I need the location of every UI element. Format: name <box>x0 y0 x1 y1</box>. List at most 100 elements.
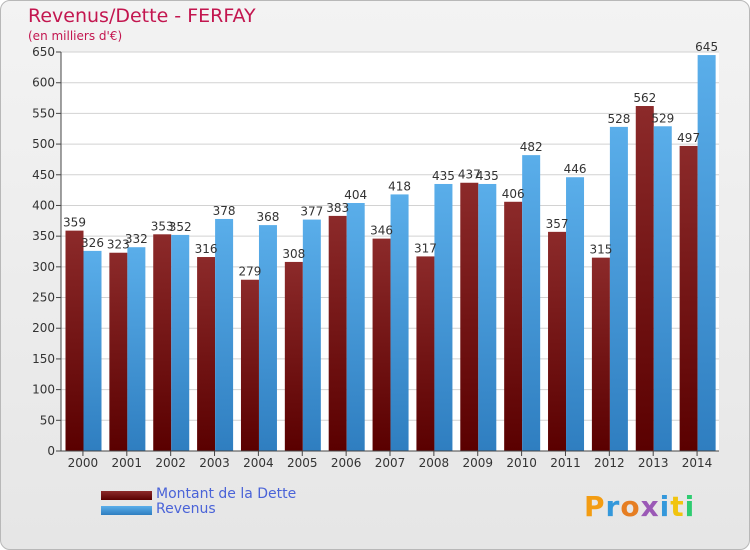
data-label-revenus: 377 <box>300 205 323 219</box>
data-label-dette: 383 <box>326 201 349 215</box>
legend-swatch-revenus <box>101 506 152 515</box>
data-label-dette: 317 <box>414 241 437 255</box>
y-tick-label: 650 <box>32 45 55 59</box>
x-tick-label: 2006 <box>331 456 362 470</box>
chart-subtitle: (en milliers d'€) <box>28 29 123 43</box>
data-label-revenus: 404 <box>344 188 367 202</box>
x-tick-label: 2011 <box>550 456 581 470</box>
bar-dette <box>153 234 172 451</box>
data-label-dette: 353 <box>151 219 174 233</box>
bar-dette <box>548 231 567 451</box>
data-label-revenus: 352 <box>169 220 192 234</box>
bar-revenus <box>215 218 234 451</box>
legend-label-dette: Montant de la Dette <box>156 486 297 502</box>
x-tick-label: 2013 <box>638 456 669 470</box>
y-tick-label: 500 <box>32 137 55 151</box>
x-tick-label: 2000 <box>68 456 99 470</box>
bar-revenus <box>566 177 585 451</box>
x-tick-label: 2009 <box>462 456 493 470</box>
x-tick-label: 2008 <box>419 456 450 470</box>
data-label-dette: 497 <box>677 131 700 145</box>
y-tick-label: 100 <box>32 383 55 397</box>
bar-revenus <box>653 126 672 451</box>
x-tick-label: 2014 <box>682 456 713 470</box>
x-tick-label: 2012 <box>594 456 625 470</box>
data-label-revenus: 332 <box>125 232 148 246</box>
logo-letter: P <box>584 490 606 523</box>
data-label-revenus: 326 <box>81 236 104 250</box>
bar-dette <box>328 215 347 451</box>
proxiti-logo: Proxiti <box>584 490 695 523</box>
bar-dette <box>679 145 698 451</box>
y-tick-label: 400 <box>32 198 55 212</box>
bar-revenus <box>258 225 277 451</box>
x-tick-label: 2010 <box>506 456 537 470</box>
data-label-dette: 316 <box>195 242 218 256</box>
data-label-dette: 346 <box>370 224 393 238</box>
bar-dette <box>416 256 435 451</box>
bar-revenus <box>127 247 146 451</box>
data-label-dette: 315 <box>589 243 612 257</box>
data-label-revenus: 528 <box>607 112 630 126</box>
y-tick-label: 350 <box>32 229 55 243</box>
y-tick-label: 450 <box>32 168 55 182</box>
x-tick-label: 2002 <box>155 456 186 470</box>
data-label-revenus: 645 <box>695 40 718 54</box>
data-label-dette: 562 <box>633 91 656 105</box>
logo-letter: t <box>670 490 685 523</box>
bar-revenus <box>478 183 497 451</box>
bar-revenus <box>434 183 453 451</box>
x-tick-label: 2003 <box>199 456 230 470</box>
chart-title: Revenus/Dette - FERFAY <box>28 5 256 27</box>
bar-revenus <box>697 55 716 452</box>
bar-dette <box>372 238 391 451</box>
data-label-dette: 406 <box>502 187 525 201</box>
legend-label-revenus: Revenus <box>156 501 216 517</box>
y-tick-label: 50 <box>40 413 55 427</box>
legend-swatch-dette <box>101 491 152 500</box>
data-label-revenus: 435 <box>432 169 455 183</box>
y-tick-label: 600 <box>32 76 55 90</box>
y-tick-label: 200 <box>32 321 55 335</box>
x-tick-label: 2001 <box>112 456 143 470</box>
bar-dette <box>284 261 303 451</box>
data-label-revenus: 482 <box>520 140 543 154</box>
bar-dette <box>591 257 610 451</box>
bar-dette <box>460 182 479 451</box>
bar-revenus <box>302 219 321 451</box>
bar-dette <box>197 257 216 451</box>
x-tick-label: 2004 <box>243 456 274 470</box>
data-label-dette: 359 <box>63 216 86 230</box>
data-label-revenus: 418 <box>388 179 411 193</box>
data-label-revenus: 435 <box>476 169 499 183</box>
data-label-dette: 308 <box>282 247 305 261</box>
bar-revenus <box>171 234 190 451</box>
y-tick-label: 250 <box>32 291 55 305</box>
bar-dette <box>65 230 84 451</box>
data-label-dette: 437 <box>458 168 481 182</box>
bar-revenus <box>346 203 365 451</box>
data-label-revenus: 529 <box>651 111 674 125</box>
data-label-revenus: 378 <box>213 204 236 218</box>
logo-letter: i <box>659 490 671 523</box>
y-tick-label: 150 <box>32 352 55 366</box>
bar-dette <box>504 201 523 451</box>
logo-letter: r <box>605 490 621 523</box>
data-label-revenus: 446 <box>564 162 587 176</box>
data-label-revenus: 368 <box>257 210 280 224</box>
data-label-dette: 323 <box>107 238 130 252</box>
bar-revenus <box>609 126 628 452</box>
data-label-dette: 279 <box>239 265 262 279</box>
bar-revenus <box>522 155 541 451</box>
bar-revenus <box>390 194 409 452</box>
logo-letter: o <box>620 490 641 523</box>
data-label-dette: 357 <box>546 217 569 231</box>
logo-letter: x <box>640 490 660 523</box>
y-tick-label: 300 <box>32 260 55 274</box>
x-tick-label: 2005 <box>287 456 318 470</box>
y-tick-label: 550 <box>32 106 55 120</box>
bar-dette <box>635 106 654 451</box>
y-tick-label: 0 <box>47 444 55 458</box>
